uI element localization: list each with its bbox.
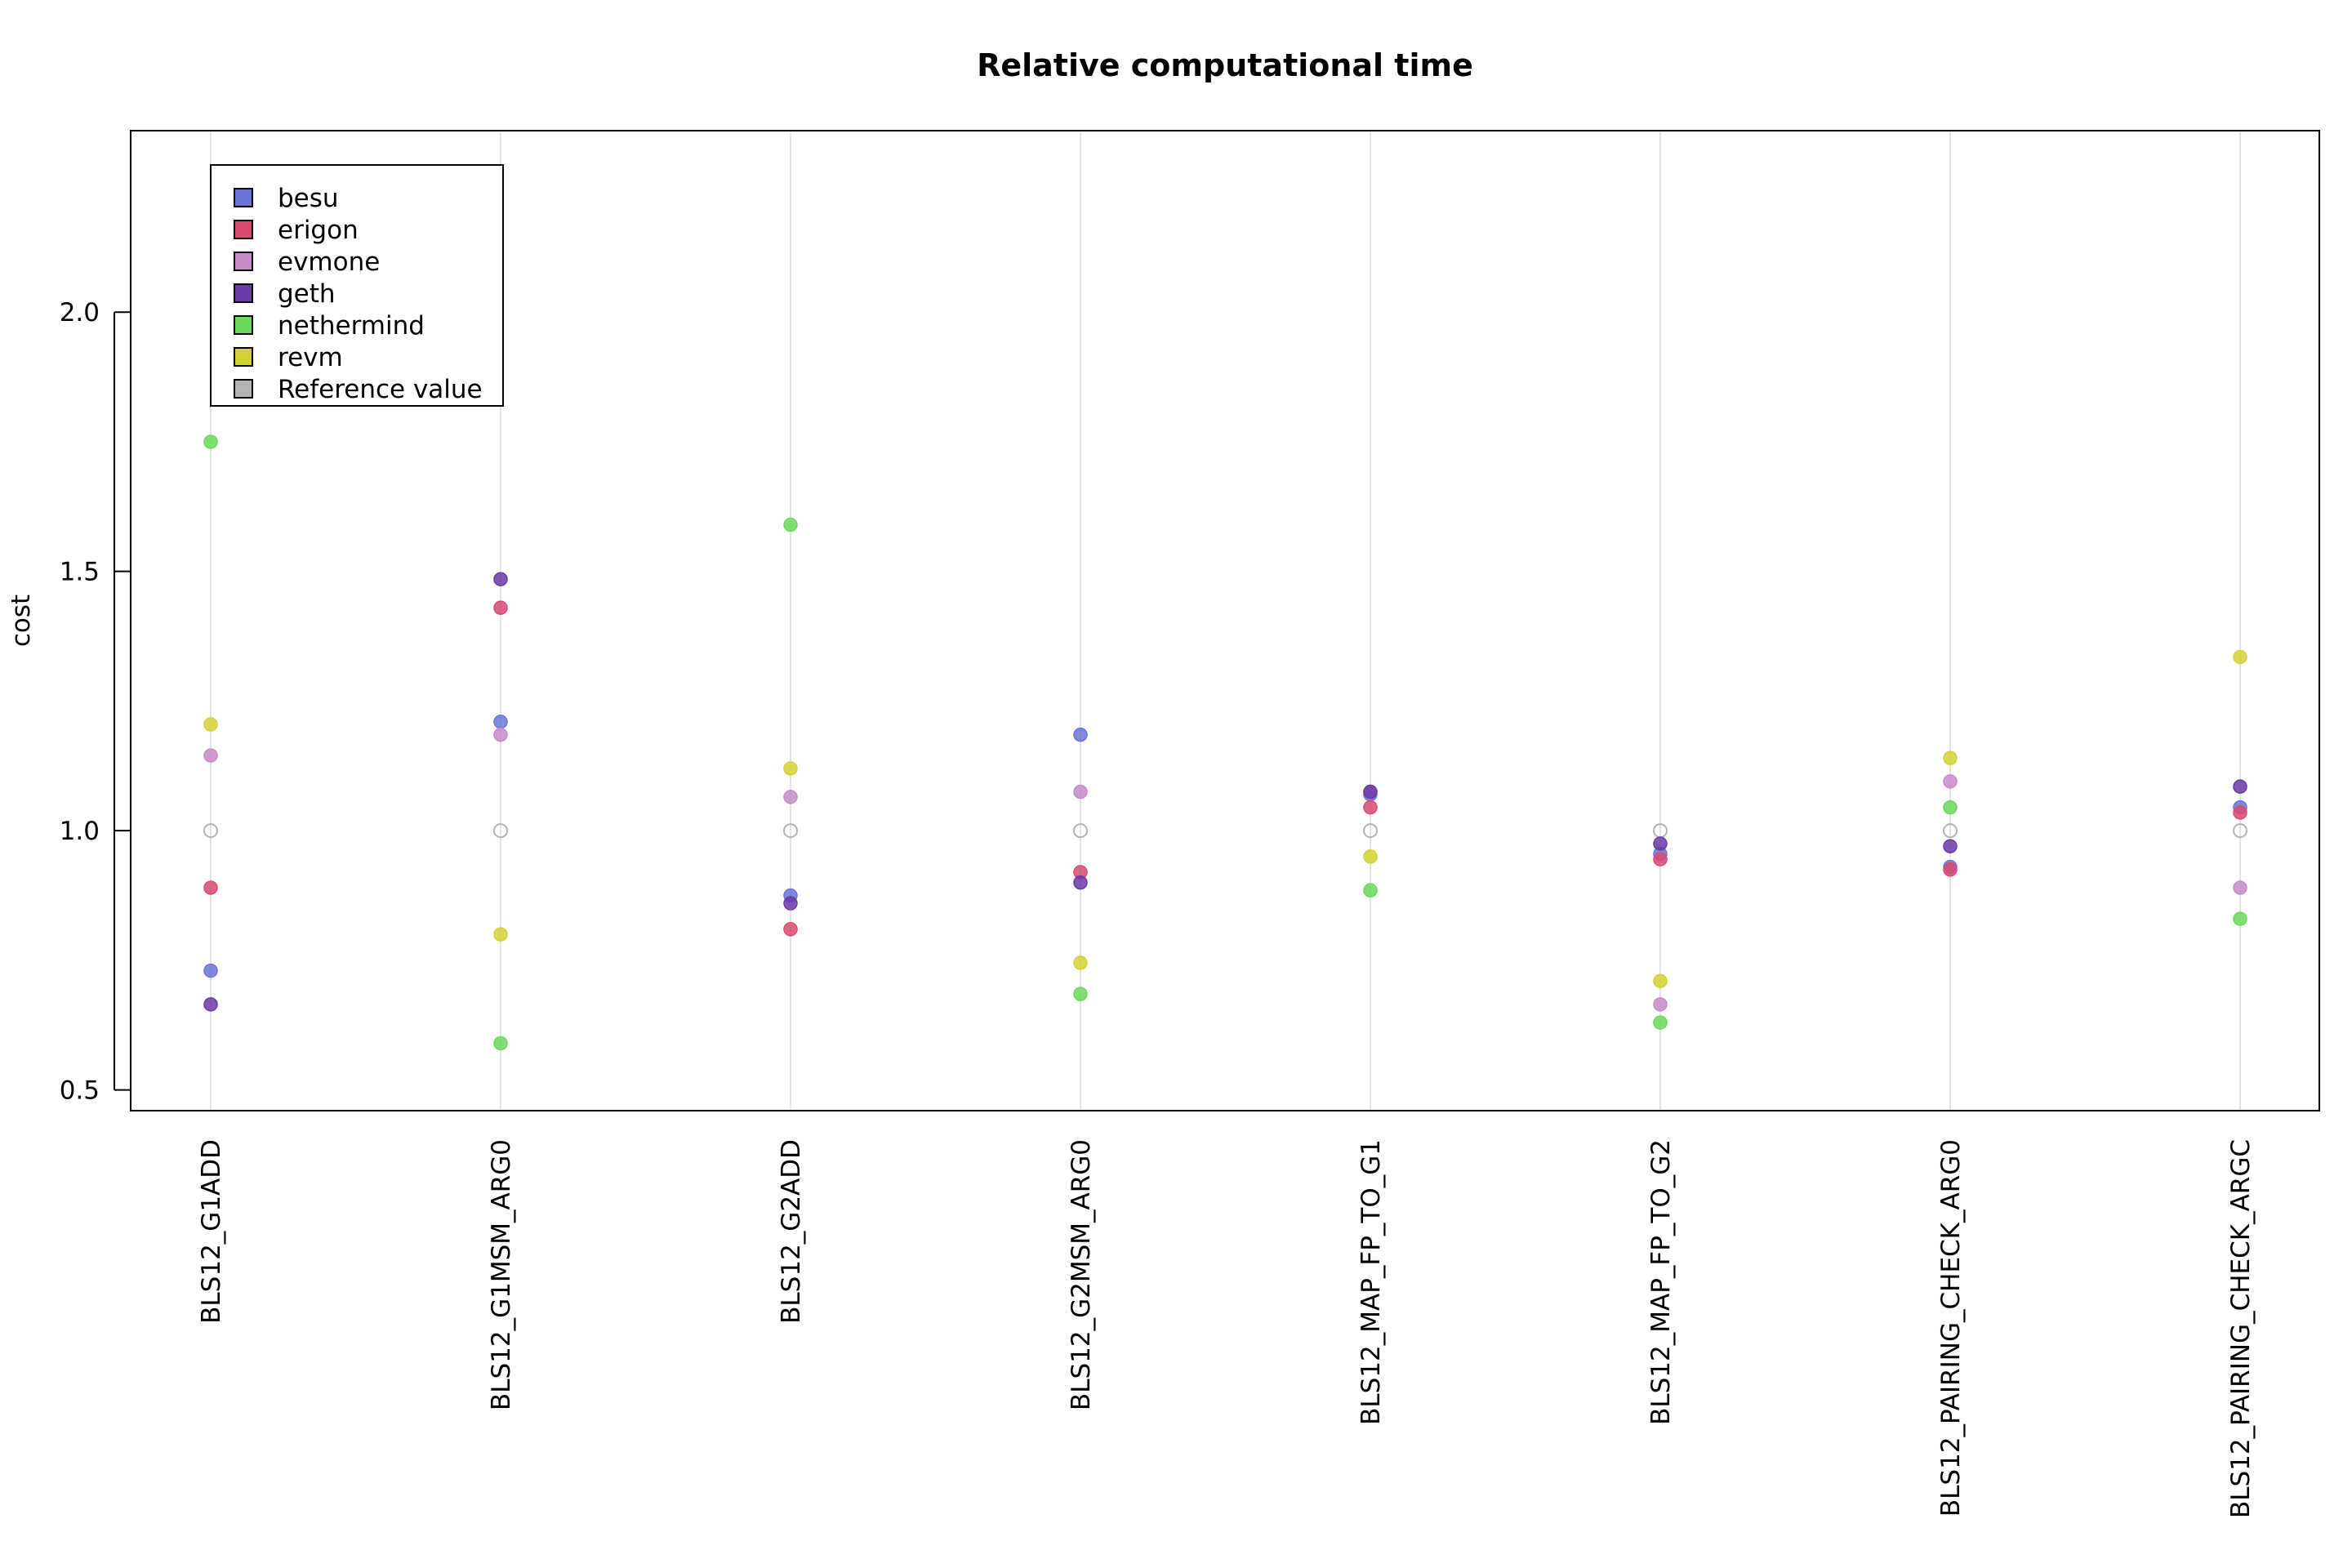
point-geth xyxy=(783,896,798,911)
point-nethermind xyxy=(1653,1015,1668,1030)
legend-label: besu xyxy=(278,184,339,213)
x-tick-label: BLS12_G1MSM_ARG0 xyxy=(487,1139,516,1410)
legend-label: geth xyxy=(278,279,336,309)
point-evmone xyxy=(203,748,218,763)
legend-swatch xyxy=(234,188,253,207)
point-evmone xyxy=(783,790,798,804)
x-tick-label: BLS12_PAIRING_CHECK_ARGC xyxy=(2226,1139,2256,1518)
legend-swatch xyxy=(234,220,253,239)
reference-point xyxy=(1073,823,1088,839)
point-geth xyxy=(493,572,508,586)
x-tick-label: BLS12_PAIRING_CHECK_ARG0 xyxy=(1936,1139,1966,1517)
legend-swatch xyxy=(234,379,253,399)
y-tick-label: 2.0 xyxy=(60,298,100,327)
point-evmone xyxy=(1073,784,1088,800)
point-erigon xyxy=(1943,862,1958,877)
point-evmone xyxy=(1653,997,1668,1012)
point-besu xyxy=(493,715,508,729)
point-revm xyxy=(1653,973,1668,989)
x-tick-label: BLS12_G1ADD xyxy=(197,1139,226,1324)
point-nethermind xyxy=(203,434,218,449)
chart-title: Relative computational time xyxy=(977,47,1473,83)
y-tick-label: 0.5 xyxy=(60,1076,100,1106)
reference-point xyxy=(203,823,218,839)
point-revm xyxy=(1363,849,1378,864)
legend-swatch xyxy=(234,347,253,367)
legend-label: erigon xyxy=(278,216,359,245)
point-besu xyxy=(203,963,218,978)
x-axis: BLS12_G1ADD BLS12_G1MSM_ARG0 BLS12_G2ADD BL… xyxy=(197,1139,2256,1518)
point-nethermind xyxy=(493,1036,508,1051)
point-evmone xyxy=(493,727,508,742)
legend-box xyxy=(210,164,504,407)
point-geth xyxy=(2233,779,2247,794)
legend-label: Reference value xyxy=(278,375,483,404)
point-besu xyxy=(1073,727,1088,742)
legend-swatch xyxy=(234,283,253,303)
reference-point xyxy=(1943,823,1958,839)
x-tick-label: BLS12_MAP_FP_TO_G1 xyxy=(1356,1139,1386,1425)
y-axis: 0.5 1.0 1.5 2.0 xyxy=(60,298,131,1106)
point-revm xyxy=(493,927,508,942)
grid-lines xyxy=(210,131,2241,1111)
point-erigon xyxy=(2233,805,2247,820)
point-evmone xyxy=(1943,774,1958,789)
point-nethermind xyxy=(1363,883,1378,898)
point-geth xyxy=(1653,836,1668,851)
point-evmone xyxy=(2233,880,2247,895)
point-geth xyxy=(1943,839,1958,853)
point-revm xyxy=(2233,649,2247,665)
point-revm xyxy=(1073,956,1088,970)
y-axis-label: cost xyxy=(7,595,36,647)
legend-label: evmone xyxy=(278,247,380,277)
legend-label: revm xyxy=(278,343,343,372)
point-geth xyxy=(1073,875,1088,890)
legend-label: nethermind xyxy=(278,311,425,341)
reference-point xyxy=(1363,823,1378,839)
legend-swatch xyxy=(234,252,253,271)
point-nethermind xyxy=(2233,911,2247,926)
point-geth xyxy=(1363,784,1378,800)
point-nethermind xyxy=(1943,800,1958,815)
point-nethermind xyxy=(783,517,798,532)
data-points xyxy=(203,434,2247,1051)
point-revm xyxy=(783,761,798,776)
plot-frame xyxy=(130,130,2320,1111)
point-revm xyxy=(203,717,218,732)
point-erigon xyxy=(1653,852,1668,866)
x-tick-label: BLS12_G2ADD xyxy=(777,1139,806,1324)
point-erigon xyxy=(1363,800,1378,815)
reference-point xyxy=(2233,823,2247,839)
point-nethermind xyxy=(1073,987,1088,1001)
reference-point xyxy=(493,823,508,839)
y-tick-label: 1.5 xyxy=(60,558,100,587)
x-tick-label: BLS12_MAP_FP_TO_G2 xyxy=(1646,1139,1676,1425)
x-tick-label: BLS12_G2MSM_ARG0 xyxy=(1067,1139,1096,1410)
y-tick-label: 1.0 xyxy=(60,817,100,846)
point-revm xyxy=(1943,751,1958,766)
point-erigon xyxy=(783,922,798,937)
legend-swatch xyxy=(234,315,253,335)
reference-point xyxy=(783,823,798,839)
point-erigon xyxy=(203,880,218,895)
point-geth xyxy=(203,997,218,1012)
point-erigon xyxy=(493,600,508,615)
